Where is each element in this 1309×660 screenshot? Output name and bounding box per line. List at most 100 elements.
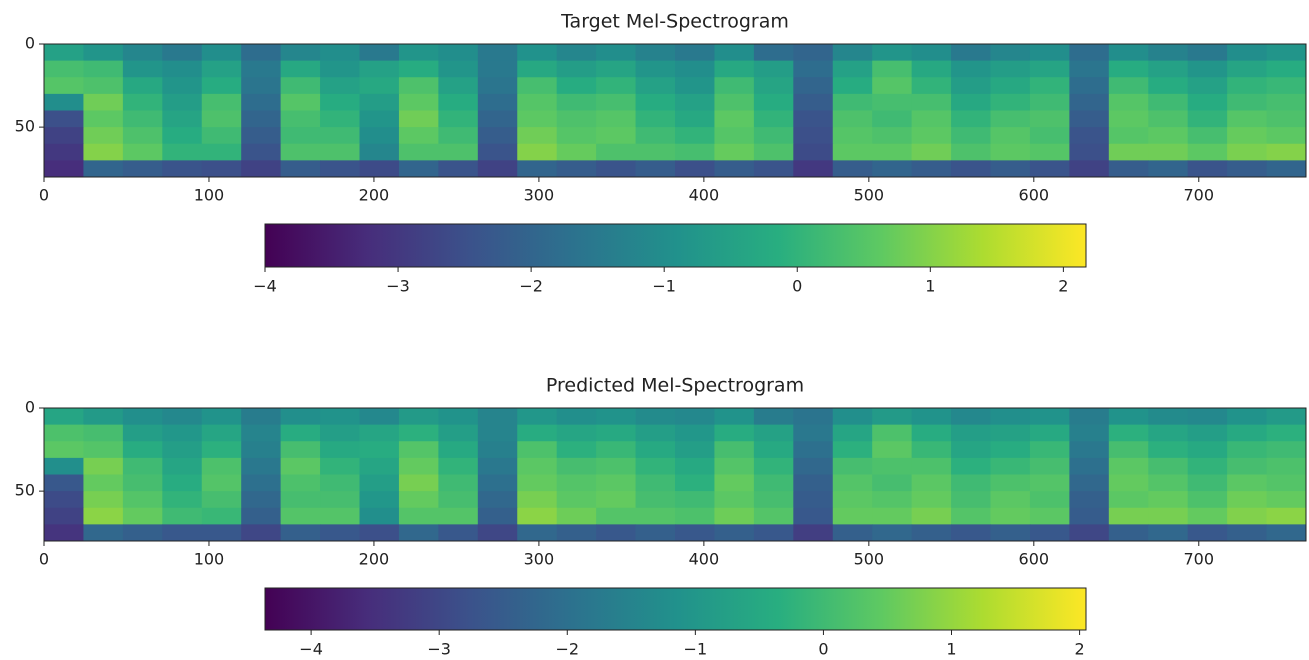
heatmap-cell [951, 474, 991, 492]
heatmap-cell [1227, 44, 1268, 62]
heatmap-cell [1108, 457, 1149, 475]
heatmap-cell [1069, 77, 1110, 95]
heatmap-cell [911, 127, 952, 145]
heatmap-cell [1266, 160, 1307, 178]
heatmap-cell [753, 143, 794, 161]
heatmap-cell [556, 424, 597, 442]
heatmap-cell [990, 160, 1031, 178]
colorbar-tick-label: −4 [299, 640, 323, 659]
heatmap-cell [280, 524, 321, 542]
heatmap-cell [990, 110, 1031, 128]
heatmap-cell [83, 491, 124, 509]
heatmap-cell [753, 408, 794, 426]
heatmap-cell [1266, 77, 1307, 95]
heatmap-cell [280, 408, 321, 426]
heatmap-cell [1266, 491, 1307, 509]
heatmap-cell [1227, 143, 1268, 161]
heatmap-cell [951, 524, 991, 542]
heatmap-cell [1266, 524, 1307, 542]
heatmap-cell [83, 110, 124, 128]
heatmap-cell [122, 44, 163, 62]
heatmap-cell [596, 474, 637, 492]
heatmap-cell [1069, 424, 1110, 442]
heatmap-cell [556, 474, 597, 492]
heatmap-cell [241, 77, 282, 95]
heatmap-cell [990, 524, 1031, 542]
heatmap-cell [675, 441, 715, 459]
heatmap-cell [1069, 474, 1110, 492]
heatmap-cell [162, 60, 203, 78]
heatmap-cell [872, 44, 913, 62]
heatmap-cell [280, 457, 321, 475]
heatmap-cell [714, 110, 755, 128]
heatmap-cell [1069, 491, 1110, 509]
heatmap-cell [280, 127, 321, 145]
heatmap-cell [911, 457, 952, 475]
y-tick-label: 50 [15, 117, 35, 136]
heatmap-cell [44, 160, 84, 178]
heatmap-cell [83, 507, 124, 525]
x-tick-label: 300 [524, 550, 555, 569]
heatmap-cell [635, 77, 676, 95]
heatmap-cell [675, 77, 715, 95]
heatmap-cell [477, 474, 518, 492]
y-tick-label: 0 [25, 398, 35, 417]
heatmap-cell [1069, 524, 1110, 542]
heatmap-cell [359, 127, 400, 145]
heatmap-cell [714, 93, 755, 111]
heatmap-cell [990, 507, 1031, 525]
heatmap-cell [793, 457, 834, 475]
heatmap-cell [1266, 93, 1307, 111]
heatmap-cell [517, 491, 558, 509]
heatmap-cell [753, 60, 794, 78]
heatmap-cell [162, 424, 203, 442]
heatmap-cell [359, 457, 400, 475]
heatmap-cell [280, 160, 321, 178]
heatmap-cell [44, 110, 84, 128]
heatmap-cell [1108, 441, 1149, 459]
heatmap-cell [911, 408, 952, 426]
heatmap-cell [201, 524, 242, 542]
heatmap-cell [83, 77, 124, 95]
heatmap-cell [477, 441, 518, 459]
heatmap-cell [1148, 110, 1189, 128]
heatmap-cell [44, 408, 84, 426]
y-tick-label: 0 [25, 34, 35, 53]
heatmap-cell [675, 160, 715, 178]
heatmap-cell [556, 44, 597, 62]
heatmap-cell [241, 60, 282, 78]
heatmap-cell [517, 143, 558, 161]
heatmap-cell [1148, 474, 1189, 492]
heatmap-cell [1187, 77, 1228, 95]
heatmap-cell [1029, 127, 1070, 145]
colorbar-tick-label: −2 [555, 640, 579, 659]
heatmap-cell [517, 44, 558, 62]
heatmap-cell [1266, 60, 1307, 78]
heatmap-cell [1029, 491, 1070, 509]
heatmap-cell [438, 424, 479, 442]
heatmap-cell [438, 408, 479, 426]
heatmap-cell [1108, 93, 1149, 111]
heatmap-cell [832, 524, 873, 542]
heatmap-cell [1227, 424, 1268, 442]
heatmap-cell [517, 424, 558, 442]
heatmap-cell [1187, 127, 1228, 145]
heatmap-cell [162, 44, 203, 62]
heatmap-cell [241, 424, 282, 442]
heatmap-cell [477, 457, 518, 475]
heatmap-cell [872, 60, 913, 78]
heatmap-cell [596, 60, 637, 78]
heatmap-cell [1266, 127, 1307, 145]
heatmap-cell [477, 44, 518, 62]
heatmap-cell [122, 507, 163, 525]
heatmap-cell [990, 474, 1031, 492]
x-tick-label: 100 [194, 550, 225, 569]
heatmap-cell [201, 60, 242, 78]
heatmap-cell [122, 424, 163, 442]
heatmap-cell [1227, 127, 1268, 145]
heatmap-cell [990, 424, 1031, 442]
heatmap-cell [1187, 44, 1228, 62]
heatmap-cell [872, 524, 913, 542]
heatmap-cell [596, 77, 637, 95]
